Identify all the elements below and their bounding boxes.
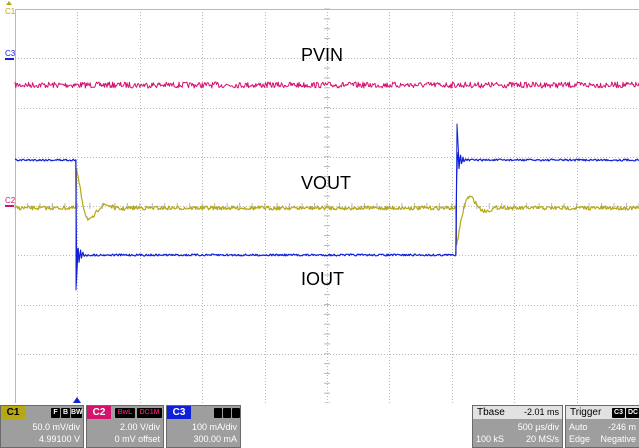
waveform-traces	[14, 81, 639, 291]
trigger-level: -246 m	[607, 422, 636, 432]
c3-tag-2	[223, 408, 231, 418]
channel-c3-label: C3	[167, 406, 191, 419]
waveform-display: PVIN VOUT IOUT C1 C3 C2	[5, 1, 639, 403]
timebase-delay: -2.01 ms	[523, 407, 559, 417]
c3-offset: 300.00 mA	[193, 434, 237, 444]
c3-scale: 100 mA/div	[191, 422, 237, 432]
trigger-header: Trigger C3 DC	[566, 406, 639, 419]
c2-marker-bar	[5, 205, 14, 207]
iout-trace	[14, 151, 639, 274]
vout-label: VOUT	[301, 173, 351, 193]
iout-rising-edge	[455, 123, 460, 256]
timebase-panel[interactable]: Tbase -2.01 ms 500 µs/div 100 kS 20 MS/s	[472, 405, 563, 448]
c2-offset: 0 mV offset	[114, 434, 160, 444]
timebase-samples: 100 kS	[476, 434, 505, 444]
channel-c1-header: C1 F B BW	[1, 406, 83, 419]
graticule-grid	[14, 8, 639, 403]
c3-tag-1	[214, 408, 222, 418]
channel-c2-header: C2 BwL DC1M	[87, 406, 163, 419]
c2-scale: 2.00 V/div	[119, 422, 160, 432]
channel-c2-panel[interactable]: C2 BwL DC1M 2.00 V/div 0 mV offset	[86, 405, 164, 448]
c3-marker-label: C3	[5, 49, 16, 58]
pvin-trace	[14, 81, 639, 89]
timebase-header: Tbase -2.01 ms	[473, 406, 562, 419]
iout-label: IOUT	[301, 269, 344, 289]
c1-offset: 4.99100 V	[38, 434, 80, 444]
trigger-position-icon[interactable]	[73, 397, 81, 403]
trigger-slope: Negative	[600, 434, 636, 444]
c1-marker[interactable]: C1	[5, 1, 16, 16]
trigger-type: Edge	[569, 434, 591, 444]
c1-marker-arrow-icon	[6, 1, 12, 5]
c1-scale: 50.0 mV/div	[32, 422, 80, 432]
timebase-rate: 20 MS/s	[525, 434, 559, 444]
channel-c3-panel[interactable]: C3 100 mA/div 300.00 mA	[166, 405, 241, 448]
c3-marker[interactable]: C3	[5, 49, 16, 60]
c3-tag-3	[232, 408, 240, 418]
trigger-title: Trigger	[570, 407, 602, 418]
timebase-scale: 500 µs/div	[517, 422, 559, 432]
c1-tag-f: F	[51, 408, 60, 418]
trigger-panel[interactable]: Trigger C3 DC Auto -246 m Edge Negative	[565, 405, 639, 448]
c2-marker[interactable]: C2	[5, 196, 16, 207]
channel-c3-header: C3	[167, 406, 240, 419]
c3-marker-bar	[5, 58, 14, 60]
trigger-mode: Auto	[569, 422, 588, 432]
channel-c1-label: C1	[1, 406, 25, 419]
channel-c1-panel[interactable]: C1 F B BW 50.0 mV/div 4.99100 V	[0, 405, 84, 448]
c1-tag-b: B	[61, 408, 70, 418]
vout-trace	[14, 168, 639, 246]
channel-c2-label: C2	[87, 406, 111, 419]
iout-falling-edge	[75, 160, 79, 291]
status-bar: C1 F B BW 50.0 mV/div 4.99100 V C2 BwL D…	[0, 405, 639, 448]
c2-tag-dc1m: DC1M	[137, 408, 162, 418]
c1-marker-label: C1	[5, 7, 16, 16]
c1-tag-bw: BW	[71, 408, 83, 418]
timebase-title: Tbase	[477, 407, 505, 418]
c2-tag-bwl: BwL	[115, 408, 135, 418]
trigger-coupling-tag: DC	[626, 408, 639, 418]
pvin-label: PVIN	[301, 45, 343, 65]
c2-marker-label: C2	[5, 196, 16, 205]
trigger-channel-tag: C3	[612, 408, 625, 418]
